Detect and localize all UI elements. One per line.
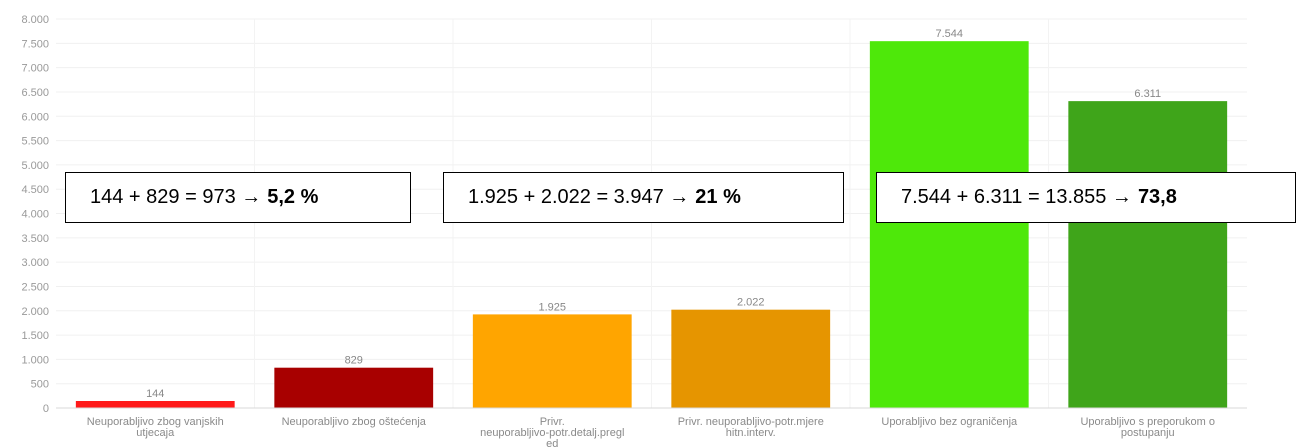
annotation-percent: 21 % — [695, 186, 741, 208]
annotation-percent: 5,2 % — [267, 186, 319, 208]
bar — [274, 367, 434, 408]
data-label: 1.925 — [538, 301, 566, 313]
y-tick-label: 6.000 — [21, 111, 49, 123]
x-tick-label: Uporabljivo bez ograničenja — [881, 416, 1018, 428]
data-label: 6.311 — [1134, 88, 1161, 100]
annotation-box-unusable: 144 + 829 = 973 → 5,2 % — [65, 172, 411, 223]
data-label: 7.544 — [935, 28, 963, 40]
y-tick-label: 8.000 — [21, 14, 49, 26]
y-tick-label: 7.000 — [21, 63, 49, 75]
x-axis: Neuporabljivo zbog vanjskih utjecaja Neupo… — [56, 407, 1247, 447]
data-label: 2.022 — [737, 297, 765, 309]
x-tick-label: Uporabljivo s preporukom o postupanju — [1080, 416, 1215, 439]
y-tick-label: 5.000 — [21, 160, 49, 172]
y-tick-label: 500 — [31, 379, 49, 391]
data-label: 144 — [146, 388, 164, 400]
x-tick-label: Privr. neuporabljivo-potr.detalj.pregl ed — [480, 416, 624, 447]
bar — [1068, 101, 1228, 408]
y-tick-label: 4.000 — [21, 209, 49, 221]
x-tick-label: Privr. neuporabljivo-potr.mjere hitn.inte… — [678, 416, 824, 439]
y-tick-label: 4.500 — [21, 184, 49, 196]
y-tick-label: 2.500 — [21, 281, 49, 293]
y-tick-label: 6.500 — [21, 87, 49, 99]
annotation-text: 1.925 + 2.022 = 3.947 → — [468, 186, 690, 208]
annotation-text: 144 + 829 = 973 → — [90, 186, 262, 208]
bar — [75, 400, 235, 408]
y-tick-label: 0 — [43, 403, 49, 415]
x-tick-label: Neuporabljivo zbog vanjskih utjecaja — [87, 416, 224, 439]
y-tick-label: 3.000 — [21, 257, 49, 269]
bar — [472, 314, 632, 408]
annotation-box-usable: 7.544 + 6.311 = 13.855 → 73,8 — [876, 172, 1296, 223]
y-tick-label: 3.500 — [21, 233, 49, 245]
y-tick-label: 7.500 — [21, 38, 49, 50]
x-tick-label: Neuporabljivo zbog oštećenja — [282, 416, 427, 428]
y-axis: 0 500 1.000 1.500 2.000 2.500 3.000 3.500 4.000 4… — [21, 14, 49, 415]
data-label: 829 — [345, 355, 363, 367]
annotation-text: 7.544 + 6.311 = 13.855 → — [901, 186, 1132, 208]
bars: 144 829 1.925 2.022 7.544 6.311 — [75, 28, 1228, 408]
y-tick-label: 2.000 — [21, 306, 49, 318]
bar — [671, 309, 831, 408]
y-tick-label: 1.500 — [21, 330, 49, 342]
annotation-percent: 73,8 — [1137, 186, 1177, 208]
annotation-box-temporarily-unusable: 1.925 + 2.022 = 3.947 → 21 % — [443, 172, 844, 223]
bar — [869, 41, 1029, 408]
y-tick-label: 5.500 — [21, 136, 49, 148]
y-tick-label: 1.000 — [21, 354, 49, 366]
